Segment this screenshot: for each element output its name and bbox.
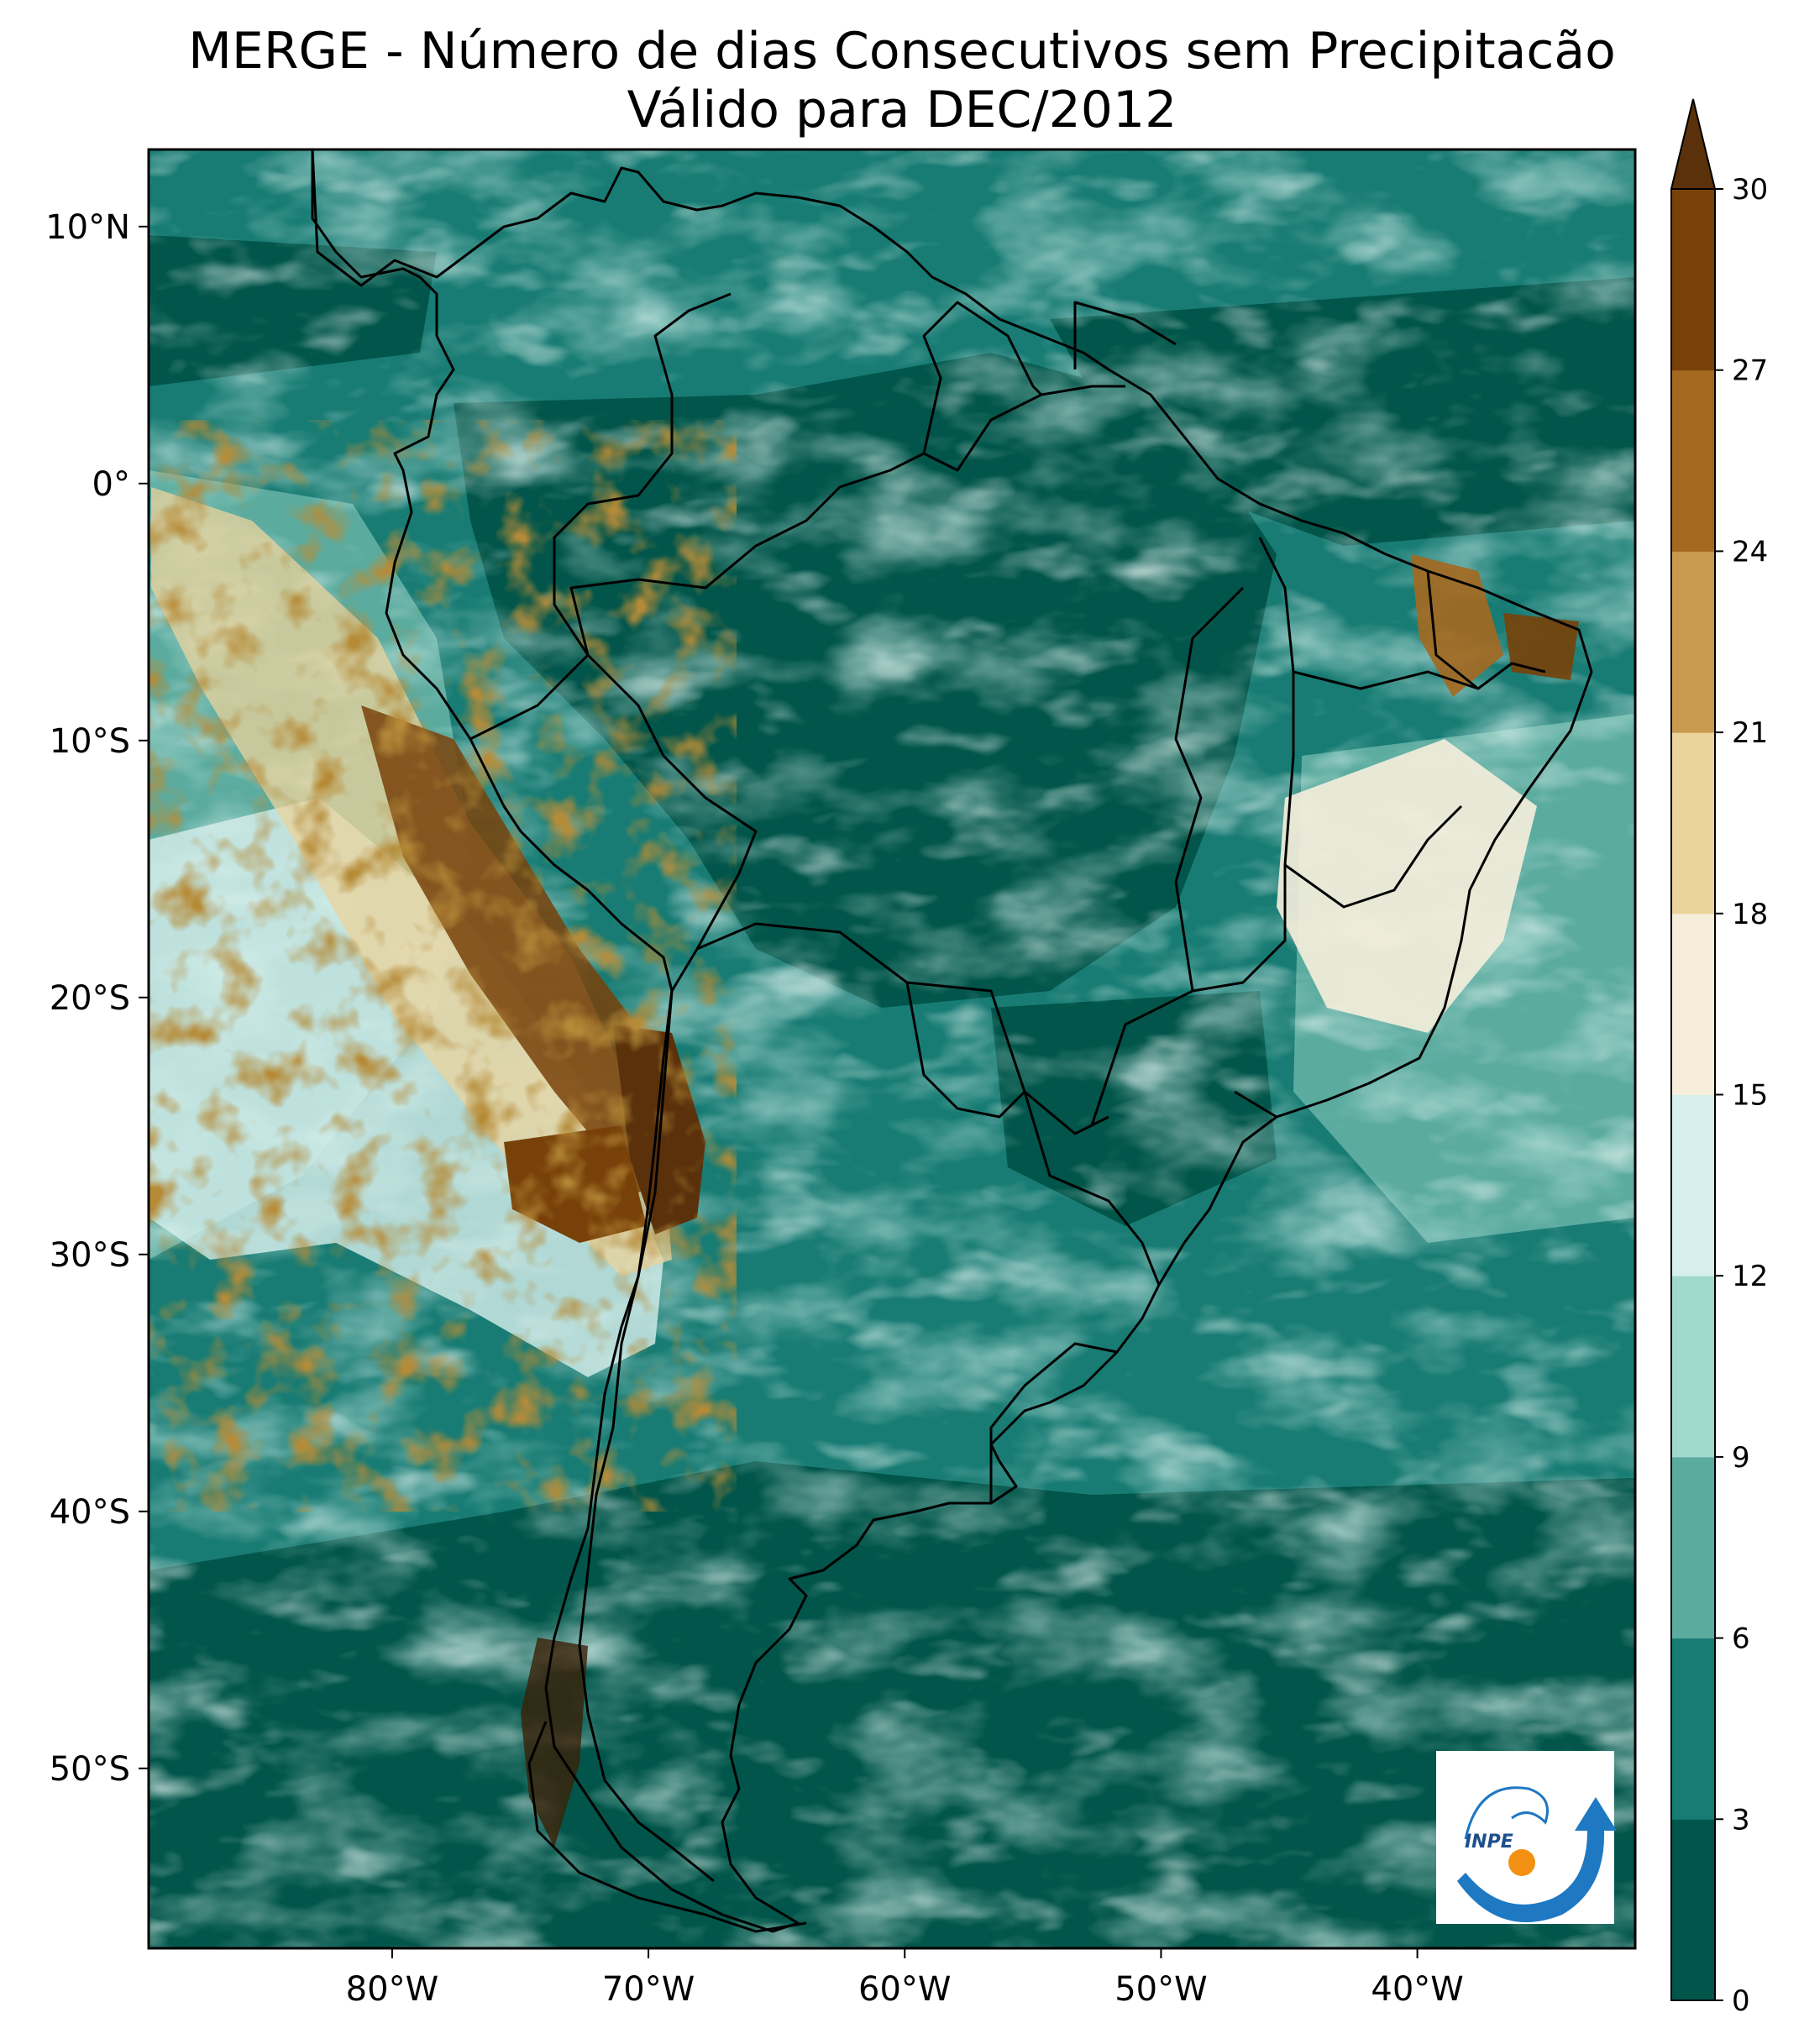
colorbar-segment xyxy=(1671,1456,1715,1639)
lat-tick-label: 10°N xyxy=(45,208,130,247)
colorbar-extend-arrow xyxy=(1670,98,1717,190)
colorbar-segment xyxy=(1671,189,1715,371)
logo-orbit xyxy=(1464,1786,1549,1840)
colorbar-tick-label: 24 xyxy=(1732,535,1768,569)
colorbar-segment xyxy=(1671,369,1715,552)
logo-text: INPE xyxy=(1465,1832,1513,1853)
colorbar-tick-label: 30 xyxy=(1732,173,1768,207)
lon-tick-label: 50°W xyxy=(1114,1970,1207,2009)
country-borders xyxy=(311,149,1593,1933)
field-noise-brown xyxy=(149,420,737,1512)
field-zone-dry-northeast xyxy=(1277,739,1537,1033)
lon-tick-label: 60°W xyxy=(858,1970,951,2009)
colorbar-segment xyxy=(1671,1638,1715,1820)
logo-sun xyxy=(1508,1849,1535,1876)
inpe-logo: INPE xyxy=(1436,1751,1617,1924)
lat-tick-label: 10°S xyxy=(50,722,130,761)
lat-tick-label: 20°S xyxy=(50,979,130,1018)
axis-ticks: 80°W 70°W 60°W 50°W 40°W 10°N 0° 10°S 20°S 30°S 40… xyxy=(45,208,1464,2009)
colorbar-segment xyxy=(1671,551,1715,733)
colorbar-segment xyxy=(1671,1276,1715,1458)
lat-tick-label: 30°S xyxy=(50,1236,130,1275)
colorbar-tick-label: 18 xyxy=(1732,898,1768,931)
colorbar-segment xyxy=(1671,1094,1715,1276)
map-frame xyxy=(147,148,1637,1950)
colorbar-tick-label: 6 xyxy=(1732,1622,1750,1656)
colorbar-tick-label: 15 xyxy=(1732,1079,1768,1113)
map-title-line2: Válido para DEC/2012 xyxy=(627,81,1177,139)
colorbar-tick-label: 0 xyxy=(1732,1984,1750,2018)
logo-arrow xyxy=(1457,1797,1617,1922)
southern-tip xyxy=(527,1721,807,1933)
colorbar-segment xyxy=(1671,913,1715,1095)
chile-argentina-border xyxy=(578,990,715,1883)
colorbar-tick-label: 3 xyxy=(1732,1803,1750,1837)
colorbar-segment xyxy=(1671,1819,1715,2001)
lon-tick-label: 70°W xyxy=(602,1970,695,2009)
map-title-line1: MERGE - Número de dias Consecutivos sem … xyxy=(188,22,1616,81)
colorbar-tick-label: 27 xyxy=(1732,354,1768,388)
field-zone-rn xyxy=(1503,613,1579,680)
colorbar-tick-label: 12 xyxy=(1732,1260,1768,1293)
border-lines xyxy=(469,292,1546,1503)
lat-tick-label: 40°S xyxy=(50,1493,130,1532)
lon-tick-label: 40°W xyxy=(1371,1970,1463,2009)
lat-tick-label: 50°S xyxy=(50,1750,130,1789)
lat-tick-label: 0° xyxy=(92,465,130,504)
colorbar-tick-label: 9 xyxy=(1732,1441,1750,1475)
colorbar-tick-label: 21 xyxy=(1732,716,1768,750)
continent-coastline xyxy=(311,149,1593,1933)
colorbar-segment xyxy=(1671,732,1715,915)
colorbar: 0 3 6 9 12 15 18 21 24 27 30 xyxy=(1670,98,1768,2018)
precipitation-field xyxy=(149,149,1635,1948)
lon-tick-label: 80°W xyxy=(346,1970,438,2009)
